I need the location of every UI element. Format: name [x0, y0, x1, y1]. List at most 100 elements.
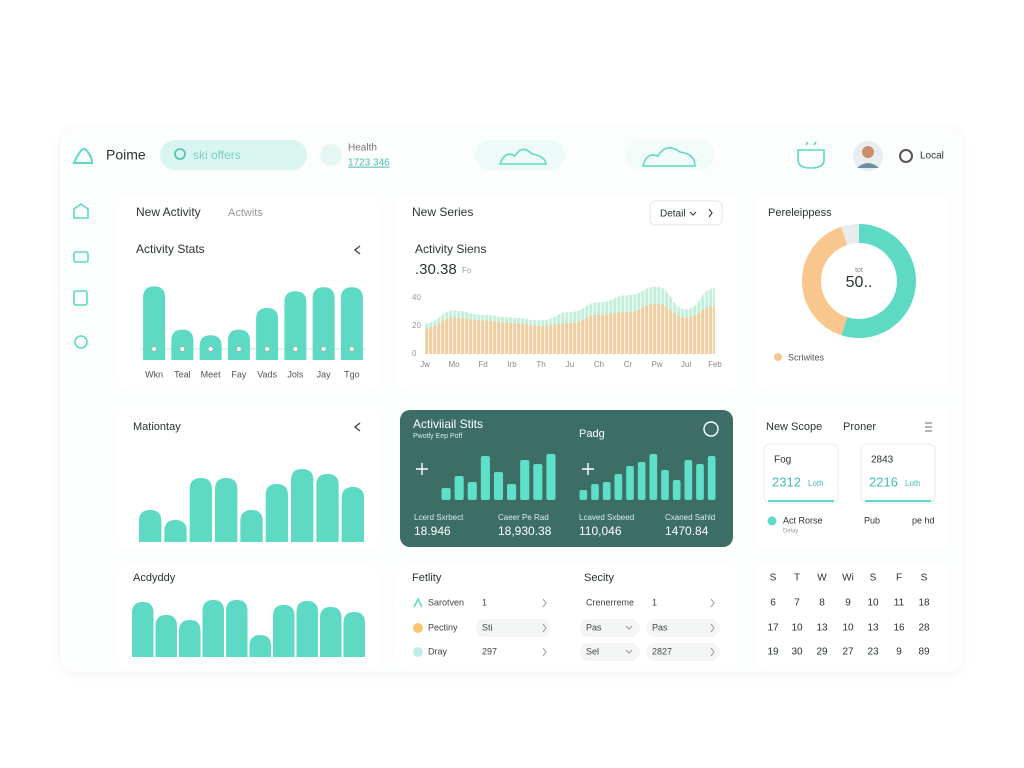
- weekday: T: [794, 573, 800, 584]
- search-text[interactable]: ski offers: [193, 148, 241, 162]
- tab[interactable]: Actwits: [228, 207, 263, 219]
- row-label[interactable]: Sel: [586, 646, 599, 656]
- bar: [684, 460, 693, 500]
- panel-title: Mationtay: [133, 421, 181, 433]
- row-chevron[interactable]: [710, 647, 715, 657]
- label: 1723 346: [348, 158, 390, 169]
- calendar-day[interactable]: 13: [867, 623, 879, 634]
- bar: [507, 484, 517, 500]
- calendar-day[interactable]: 7: [794, 598, 800, 609]
- big-value: .30.38: [415, 261, 457, 278]
- calendar-day[interactable]: 30: [791, 647, 803, 658]
- nav-chart[interactable]: [74, 335, 88, 349]
- stat-card: [860, 443, 936, 504]
- calendar-day[interactable]: 10: [842, 623, 854, 634]
- panel: [755, 565, 950, 670]
- brand: Poime: [106, 147, 146, 163]
- row-chevron[interactable]: [542, 647, 547, 657]
- x-tick-label: Wkn: [145, 369, 163, 379]
- calendar-day[interactable]: 27: [842, 647, 854, 658]
- bar: [215, 478, 238, 542]
- select-pill[interactable]: [580, 619, 640, 637]
- row-label[interactable]: Pas: [586, 622, 602, 632]
- calendar-day[interactable]: 9: [896, 647, 902, 658]
- row-icon: [413, 623, 423, 633]
- cup-icon[interactable]: [797, 141, 825, 169]
- calendar-day[interactable]: 89: [918, 647, 930, 658]
- x-tick-label: Th: [536, 360, 545, 369]
- bar: [143, 286, 166, 360]
- avatar-face: [862, 146, 874, 158]
- weather-pill[interactable]: [475, 140, 565, 170]
- calendar-day[interactable]: 10: [867, 598, 879, 609]
- area: [425, 303, 715, 354]
- calendar-day[interactable]: 16: [893, 623, 905, 634]
- bar: [579, 490, 588, 500]
- x-tick-label: Cr: [624, 360, 633, 369]
- search-icon: [174, 148, 186, 160]
- label: Fo: [462, 266, 472, 275]
- calendar-day[interactable]: 18: [918, 598, 930, 609]
- calendar-day[interactable]: 28: [918, 623, 930, 634]
- bar: [661, 470, 669, 500]
- bar-dot: [179, 346, 186, 352]
- row-label[interactable]: Sarotven: [428, 597, 464, 607]
- row-chevron[interactable]: [542, 598, 547, 608]
- row-chevron[interactable]: [542, 623, 547, 633]
- calendar-day[interactable]: 17: [767, 623, 779, 634]
- label: Health: [348, 143, 377, 154]
- nav-notes[interactable]: [73, 290, 88, 306]
- calendar-day[interactable]: 10: [791, 623, 803, 634]
- back-chevron[interactable]: [353, 422, 361, 432]
- bar: [340, 287, 363, 360]
- tab[interactable]: New Activity: [136, 205, 201, 219]
- panel-title: Secity: [584, 572, 614, 584]
- tab[interactable]: New Scope: [766, 421, 822, 433]
- search-box[interactable]: [160, 140, 307, 170]
- panel-title: Activity Siens: [415, 242, 486, 256]
- row-value: 1: [652, 597, 657, 607]
- bar: [343, 612, 365, 657]
- row-chevron[interactable]: [710, 623, 715, 633]
- menu-icon[interactable]: [925, 422, 932, 432]
- row-chevron[interactable]: [710, 598, 715, 608]
- dark-panel: [400, 410, 733, 547]
- calendar-day[interactable]: 9: [845, 598, 851, 609]
- stat-value: 18.946: [414, 524, 451, 538]
- calendar-day[interactable]: 8: [819, 598, 825, 609]
- row-value: 2827: [652, 646, 672, 656]
- bar-dot: [264, 346, 271, 352]
- dropdown[interactable]: [649, 200, 723, 226]
- nav-home[interactable]: [73, 203, 89, 219]
- calendar-day[interactable]: 13: [816, 623, 828, 634]
- calendar-day[interactable]: 23: [867, 647, 879, 658]
- bar: [226, 600, 248, 657]
- bar: [249, 635, 271, 657]
- row-label[interactable]: Pectiny: [428, 622, 458, 632]
- bar: [171, 329, 194, 360]
- calendar-day[interactable]: 19: [767, 647, 779, 658]
- legend-label: Scriwites: [788, 352, 825, 362]
- stat-value: 110,046: [579, 524, 622, 538]
- calendar-day[interactable]: 6: [770, 598, 776, 609]
- panel-title: Fetlity: [412, 572, 442, 584]
- dropdown-text[interactable]: Detail: [660, 209, 686, 220]
- select-pill[interactable]: [580, 643, 640, 661]
- weather-pill[interactable]: [625, 140, 715, 170]
- row-label[interactable]: Crenerreme: [586, 597, 634, 607]
- calendar-day[interactable]: 29: [816, 647, 828, 658]
- row-label[interactable]: Dray: [428, 646, 448, 656]
- tab[interactable]: Proner: [843, 421, 876, 433]
- back-chevron[interactable]: [353, 245, 361, 255]
- x-tick-label: Fd: [478, 360, 487, 369]
- calendar-day[interactable]: 11: [894, 598, 905, 609]
- panel-title: Padg: [579, 428, 605, 440]
- user-name: Local: [920, 151, 944, 162]
- nav-lock[interactable]: [73, 251, 89, 263]
- timer-icon[interactable]: [703, 421, 719, 437]
- value-pill: [646, 619, 720, 637]
- y-tick-label: 0: [412, 349, 417, 358]
- row-icon: [413, 647, 423, 657]
